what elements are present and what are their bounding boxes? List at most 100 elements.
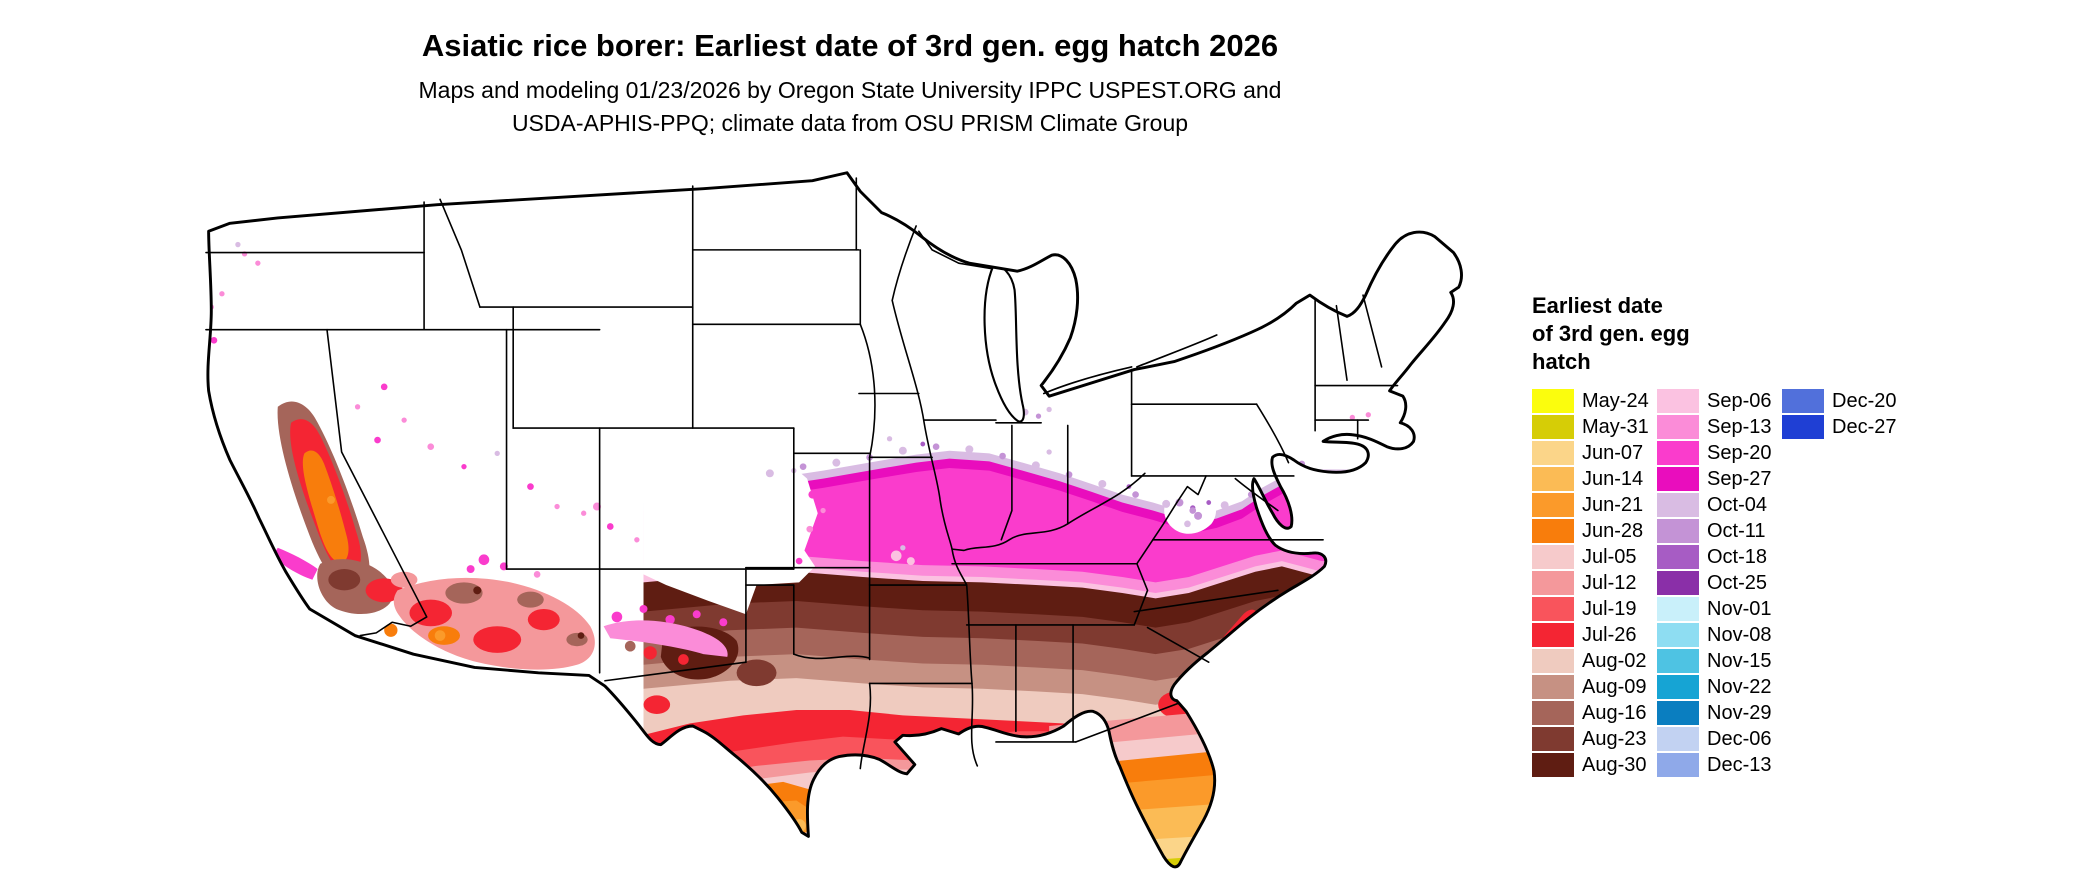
legend-swatch (1532, 415, 1574, 439)
legend-entry-label: Nov-01 (1707, 597, 1772, 620)
legend-swatch (1657, 389, 1699, 413)
legend-entry: Oct-11 (1657, 518, 1782, 544)
legend-swatch (1532, 571, 1574, 595)
legend-swatch (1657, 753, 1699, 777)
legend-entry: Dec-13 (1657, 752, 1782, 778)
legend-entry: Aug-02 (1532, 648, 1657, 674)
legend-swatch (1532, 649, 1574, 673)
legend-entry: May-24 (1532, 388, 1657, 414)
legend-swatch (1532, 493, 1574, 517)
legend-entry-label: Jul-26 (1582, 623, 1637, 646)
legend-entry-label: May-24 (1582, 389, 1649, 412)
map-data-layers (207, 172, 1462, 867)
legend-swatch (1532, 597, 1574, 621)
legend-entry-label: Jun-07 (1582, 441, 1644, 464)
legend-swatch (1657, 467, 1699, 491)
legend-entry-label: Oct-11 (1707, 519, 1766, 542)
legend-entry: Nov-15 (1657, 648, 1782, 674)
legend-swatch (1532, 545, 1574, 569)
ozark-speckles (890, 545, 915, 566)
us-outline (206, 171, 1463, 869)
legend-entry-label: Oct-04 (1707, 493, 1768, 516)
band-jul-12 (636, 749, 1462, 867)
legend-entry: May-31 (1532, 414, 1657, 440)
legend-entry: Jun-14 (1532, 466, 1657, 492)
legend-entry-label: May-31 (1582, 415, 1649, 438)
legend-swatch (1657, 519, 1699, 543)
legend-entry-label: Nov-22 (1707, 675, 1772, 698)
legend-swatch (1657, 415, 1699, 439)
legend-entry-label: Aug-16 (1582, 701, 1647, 724)
legend-entry-label: Sep-06 (1707, 389, 1772, 412)
legend-entry-label: Sep-20 (1707, 441, 1772, 464)
legend-entry: Aug-09 (1532, 674, 1657, 700)
legend-swatch (1657, 675, 1699, 699)
legend-column-3: Dec-20 Dec-27 (1782, 388, 1907, 440)
legend-swatch (1657, 493, 1699, 517)
legend-swatch (1532, 675, 1574, 699)
legend-swatch (1532, 701, 1574, 725)
legend-title-line-3: hatch (1532, 349, 1591, 374)
legend-entry-label: Aug-30 (1582, 753, 1647, 776)
legend-title: Earliest date of 3rd gen. egg hatch (1532, 292, 1952, 376)
legend-entry: Nov-22 (1657, 674, 1782, 700)
legend-swatch (1657, 623, 1699, 647)
legend-swatch (1532, 623, 1574, 647)
legend-entry-label: Sep-27 (1707, 467, 1772, 490)
subtitle-line-2: USDA-APHIS-PPQ; climate data from OSU PR… (511, 110, 1189, 136)
plains-edge-speckles (791, 467, 826, 565)
legend-entry-label: Dec-06 (1707, 727, 1772, 750)
legend-entry-label: Jul-19 (1582, 597, 1637, 620)
legend-swatch (1657, 571, 1699, 595)
legend-swatch (1782, 415, 1824, 439)
legend-entry-label: Oct-25 (1707, 571, 1768, 594)
legend-swatch (1532, 519, 1574, 543)
page-subtitle: Maps and modeling 01/23/2026 by Oregon S… (0, 74, 1700, 140)
legend-column-2: Sep-06 Sep-13 Sep-20 Sep-27 Oct-04 Oct-11 Oct-… (1657, 388, 1782, 778)
legend-entry: Jun-21 (1532, 492, 1657, 518)
legend-entry: Sep-13 (1657, 414, 1782, 440)
map-legend: Earliest date of 3rd gen. egg hatch May-… (1532, 292, 1952, 778)
legend-entry: Oct-25 (1657, 570, 1782, 596)
band-jul-19 (636, 731, 1462, 867)
legend-entry: Dec-27 (1782, 414, 1907, 440)
legend-entry-label: Nov-29 (1707, 701, 1772, 724)
legend-entry-label: Oct-18 (1707, 545, 1768, 568)
legend-entry: Jul-26 (1532, 622, 1657, 648)
legend-entry-label: Nov-08 (1707, 623, 1772, 646)
legend-entry: Aug-16 (1532, 700, 1657, 726)
legend-swatch (1657, 597, 1699, 621)
legend-entry: Dec-20 (1782, 388, 1907, 414)
lake-ontario-shore (1136, 334, 1218, 368)
legend-entry: Jul-05 (1532, 544, 1657, 570)
legend-swatch (1532, 467, 1574, 491)
legend-entry: Dec-06 (1657, 726, 1782, 752)
arizona-region (384, 562, 595, 670)
lake-erie-shore (1042, 366, 1133, 395)
legend-entry: Aug-23 (1532, 726, 1657, 752)
legend-entry: Aug-30 (1532, 752, 1657, 778)
legend-entry-label: Dec-27 (1832, 415, 1897, 438)
legend-entry: Jun-07 (1532, 440, 1657, 466)
header: Asiatic rice borer: Earliest date of 3rd… (0, 0, 1700, 140)
legend-swatch (1532, 753, 1574, 777)
us-map-container (198, 167, 1488, 886)
legend-entry-label: Jul-12 (1582, 571, 1637, 594)
legend-entry: Jul-19 (1532, 596, 1657, 622)
legend-entry: Oct-04 (1657, 492, 1782, 518)
legend-entry: Sep-20 (1657, 440, 1782, 466)
legend-swatch (1532, 389, 1574, 413)
legend-title-line-1: Earliest date (1532, 293, 1663, 318)
subtitle-line-1: Maps and modeling 01/23/2026 by Oregon S… (418, 77, 1282, 103)
legend-title-line-2: of 3rd gen. egg (1532, 321, 1690, 346)
legend-entry: Nov-01 (1657, 596, 1782, 622)
legend-entry-label: Jul-05 (1582, 545, 1637, 568)
legend-swatch (1532, 441, 1574, 465)
us-map (205, 171, 1463, 869)
legend-entry: Jun-28 (1532, 518, 1657, 544)
legend-entry-label: Aug-23 (1582, 727, 1647, 750)
legend-entry-label: Dec-13 (1707, 753, 1772, 776)
legend-columns: May-24 May-31 Jun-07 Jun-14 Jun-21 Jun-28 Jul-… (1532, 388, 1952, 778)
legend-entry: Nov-29 (1657, 700, 1782, 726)
